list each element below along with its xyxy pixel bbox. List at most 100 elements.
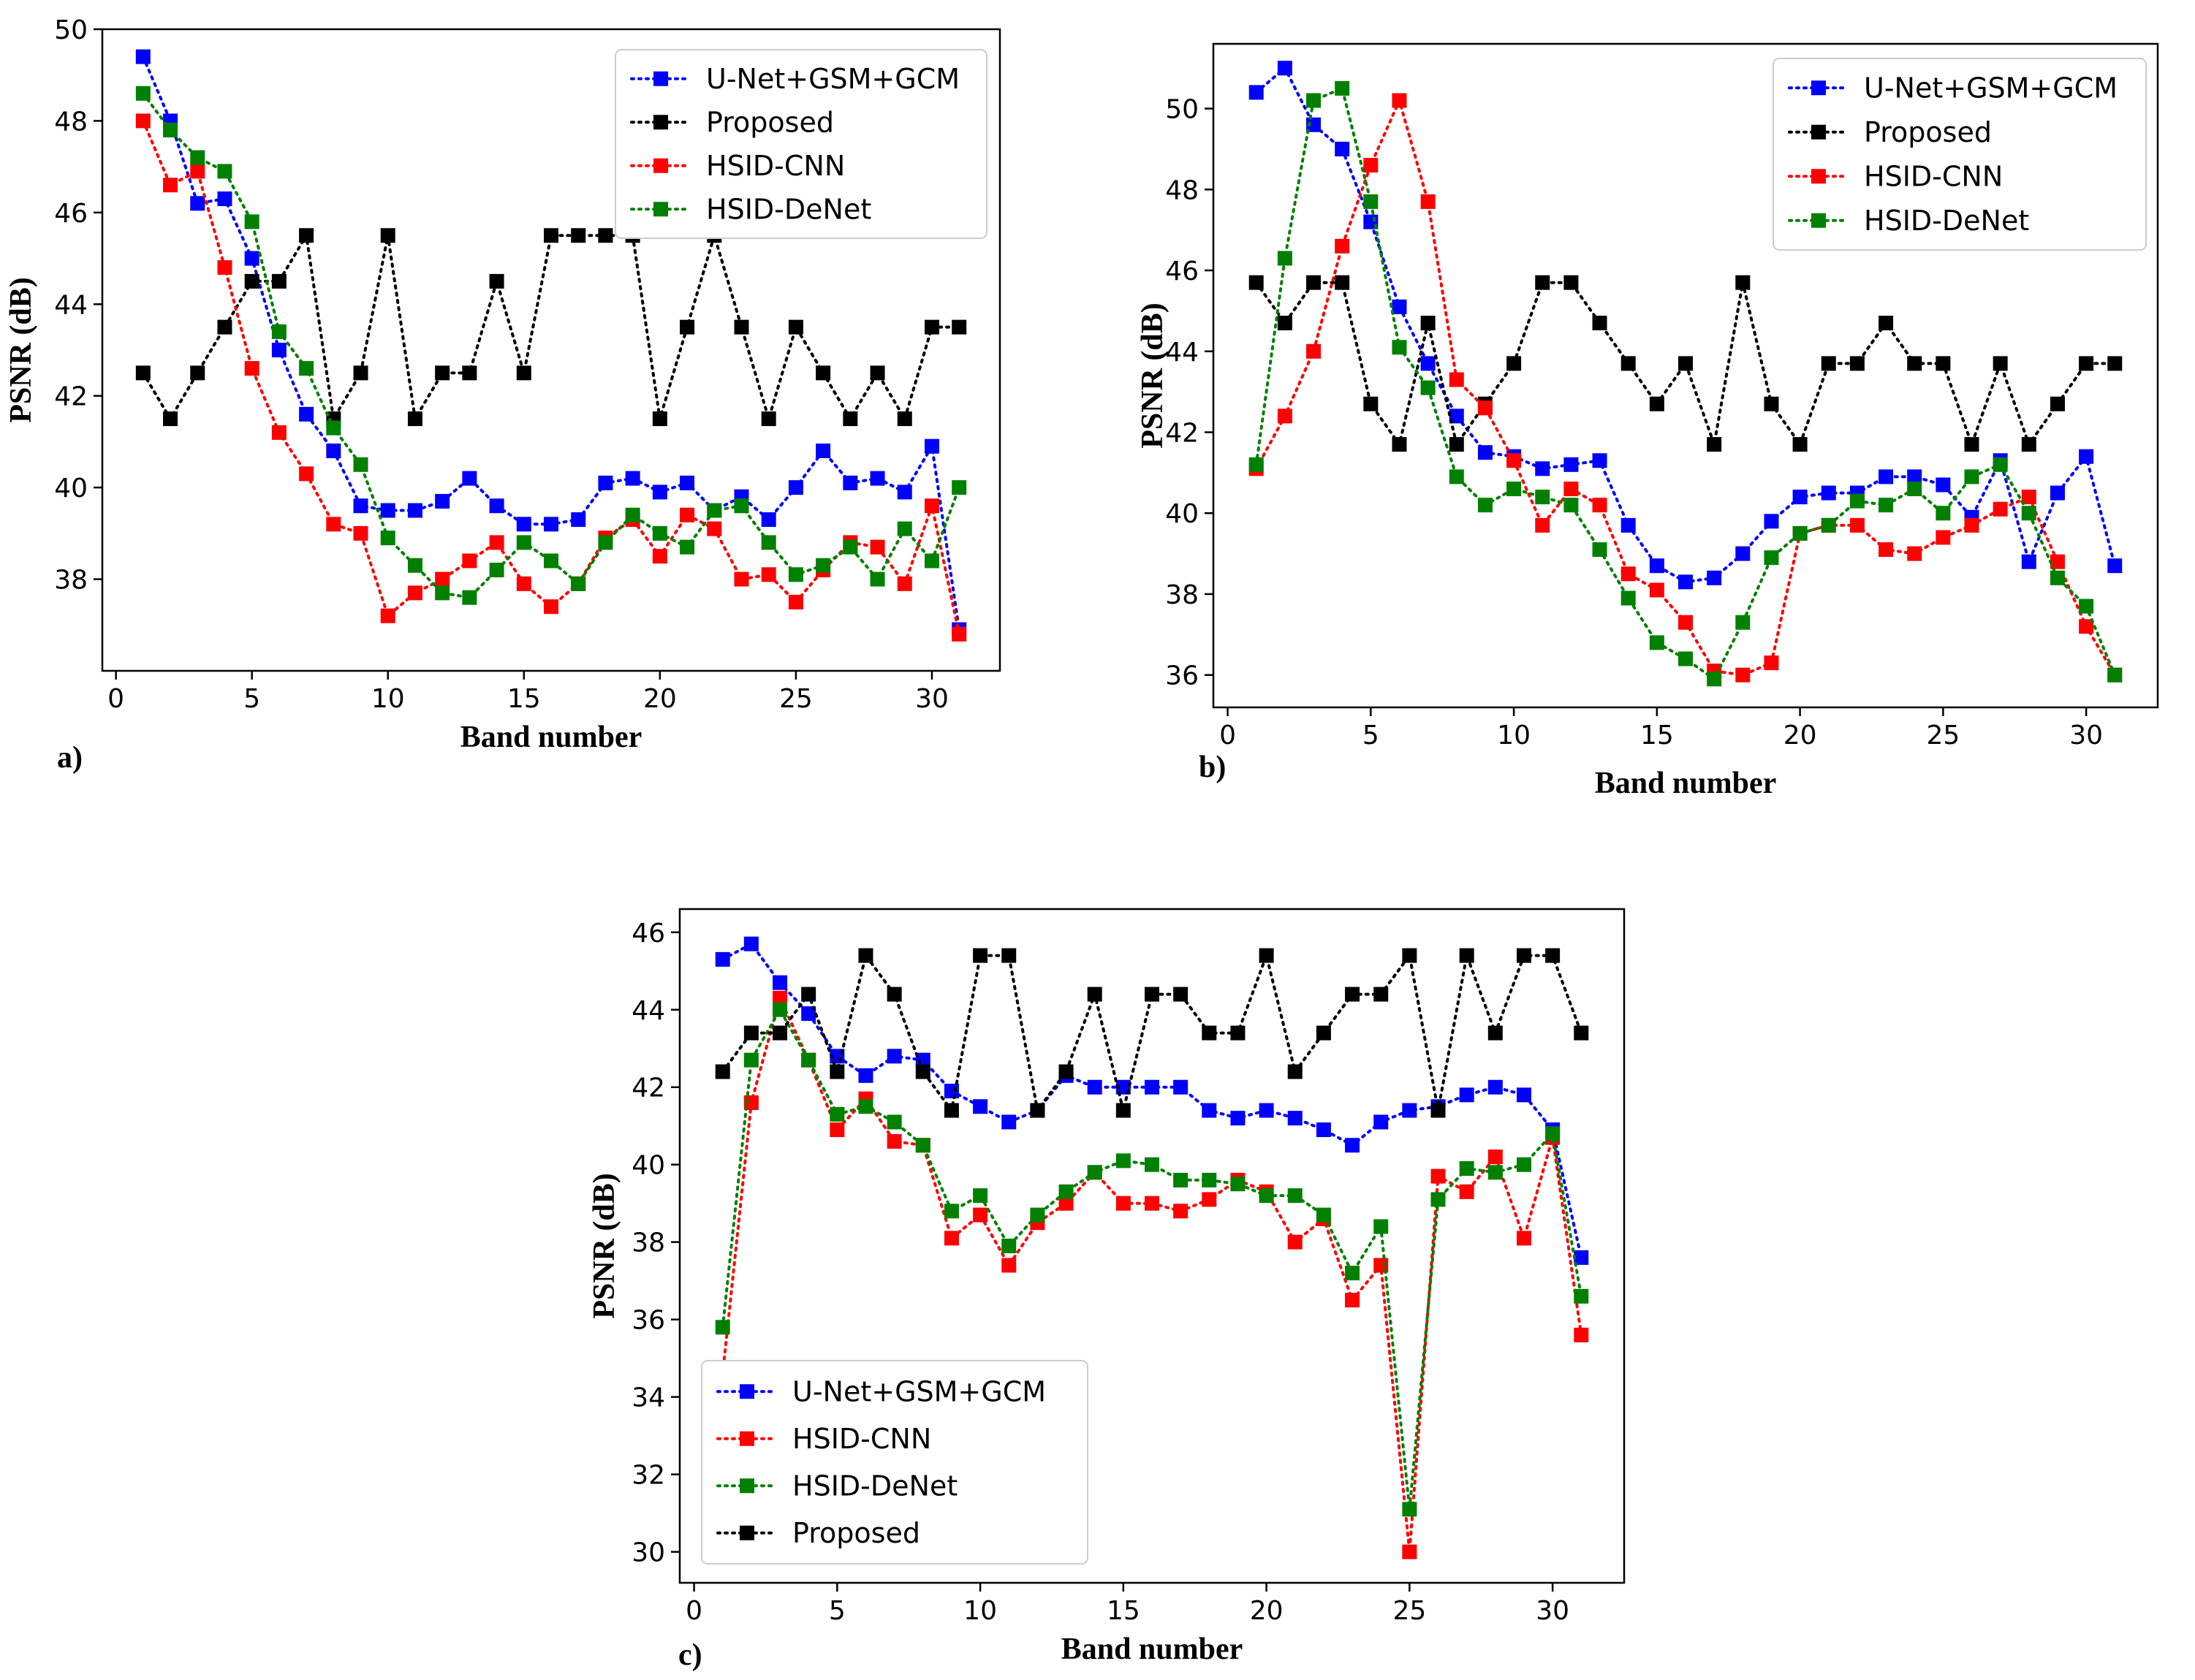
data-point [407,558,422,573]
data-point [1287,1188,1303,1204]
data-point [353,457,368,472]
data-point [1363,194,1379,209]
data-point [217,164,232,179]
data-point [1402,1502,1417,1517]
x-tick-label: 10 [371,684,405,714]
x-tick-label: 30 [915,684,949,714]
data-point [1373,1219,1389,1234]
data-point [1535,490,1550,505]
data-point [1306,93,1322,108]
data-point [1516,1157,1531,1172]
data-point [1620,566,1636,582]
x-axis-title: Band number [460,721,642,754]
series-proposed [715,948,1589,1118]
data-point [598,475,613,490]
data-point [1145,1157,1159,1172]
data-point [1907,469,1922,484]
data-point [1277,316,1292,331]
data-point [1058,1196,1074,1211]
legend-label: U-Net+GSM+GCM [706,63,960,95]
data-point [1707,672,1722,687]
x-axis-title: Band number [1061,1633,1243,1666]
data-point [163,122,178,137]
data-point [1907,356,1922,371]
legend-label: HSID-DeNet [706,193,871,225]
data-point [1477,445,1493,460]
data-point [788,567,803,582]
data-point [1402,1544,1417,1559]
y-tick-label: 46 [632,919,665,949]
data-point [1259,1103,1274,1118]
data-point [1173,1172,1189,1187]
data-point [1459,948,1474,963]
legend-marker [1811,213,1826,228]
data-point [887,1133,902,1149]
data-point [516,576,531,591]
data-point [761,512,776,528]
data-point [244,361,259,376]
data-point [870,571,885,587]
data-point [2021,554,2036,569]
data-point [217,191,232,207]
data-point [2107,667,2123,683]
legend-label: HSID-DeNet [1864,205,2029,237]
data-point [1248,457,1264,472]
legend-box [1773,58,2147,251]
data-point [1516,1231,1531,1246]
data-point [1936,477,1951,493]
legend-marker [653,202,668,217]
plot-frame [678,908,1626,1584]
data-point [843,411,858,427]
y-tick-label: 36 [1165,661,1199,691]
data-point [773,990,788,1006]
data-point [924,553,939,569]
series-hsid-denet [1248,80,2123,687]
data-point [2107,356,2123,371]
y-tick-label: 46 [54,199,88,229]
data-point [326,517,341,532]
data-point [1001,948,1017,963]
series-proposed [135,228,967,427]
data-point [1477,498,1493,513]
data-point [1764,514,1779,529]
data-point [870,471,885,486]
panel-a-chart: 0 5 10 15 20 25 30 38 40 42 44 46 48 50 Band number PSN… [4,15,1001,775]
data-point [1574,1288,1589,1304]
data-point [1936,506,1951,521]
data-point [801,1052,816,1068]
data-point [680,475,695,490]
data-point [1459,1161,1474,1177]
data-point [887,1114,902,1130]
data-point [462,365,477,381]
data-point [135,49,151,64]
legend-marker [1811,169,1826,184]
y-tick-label: 38 [632,1228,665,1258]
data-point [680,539,695,555]
data-point [1620,590,1636,606]
data-point [1449,469,1464,484]
data-point [1230,1177,1246,1192]
x-tick-label: 25 [1926,721,1960,750]
legend-marker [740,1525,754,1540]
data-point [858,948,873,963]
data-point [2079,619,2094,634]
data-point [734,571,749,587]
data-point [1259,1188,1274,1204]
legend-entry-u-net-gsm-gcm: U-Net+GSM+GCM [1788,72,2118,104]
data-point [1230,1025,1246,1041]
data-point [1449,437,1464,452]
data-point [190,196,205,211]
data-point [1115,1196,1131,1211]
data-point [743,1025,759,1041]
legend-entry-u-net-gsm-gcm: U-Net+GSM+GCM [716,1375,1046,1407]
data-point [1316,1025,1331,1041]
data-point [1335,141,1350,156]
x-tick-label: 5 [1362,721,1379,750]
data-point [1649,558,1664,574]
legend: U-Net+GSM+GCM Proposed HSID-CNN HSID-DeNet [1773,58,2147,251]
y-axis-title: PSNR (dB) [4,277,38,423]
y-tick-label: 38 [1165,580,1199,610]
plot-frame [101,28,1001,672]
legend-marker [740,1431,754,1446]
data-point [435,493,450,509]
